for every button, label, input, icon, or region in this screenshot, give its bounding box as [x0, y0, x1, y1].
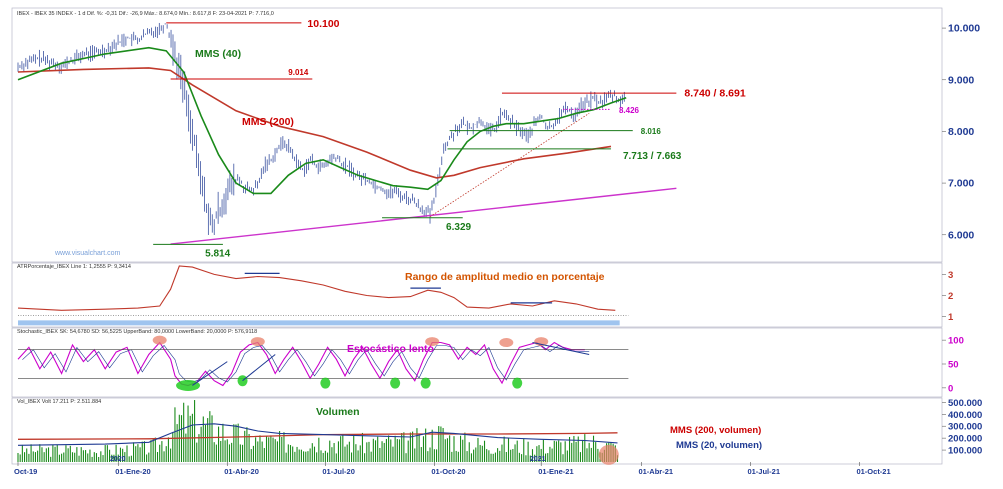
- level-label: 9.014: [288, 68, 309, 77]
- oversold-marker: [320, 377, 331, 389]
- x-tick-label: 01-Abr-21: [638, 467, 673, 476]
- volume-ma200-line: [17, 432, 618, 440]
- stochastic-annotation: Estocástico lento: [347, 343, 434, 355]
- level-label: 8.740 / 8.691: [684, 88, 745, 100]
- volume-highlight-circle: [598, 444, 619, 465]
- y-tick-label: 200.000: [948, 434, 982, 445]
- y-tick-label: 50: [948, 360, 959, 371]
- y-tick-label: 10.000: [948, 23, 980, 35]
- panel-frames: [11, 7, 943, 465]
- support-trendline: [170, 187, 677, 245]
- oversold-marker: [390, 377, 401, 389]
- x-tick-label: 01-Oct-21: [856, 467, 890, 476]
- x-tick-label: 01-Ene-20: [115, 467, 150, 476]
- overbought-marker: [425, 337, 440, 347]
- price-panel-header: IBEX - IBEX 35 INDEX - 1 d Dif. %: -0,31…: [17, 11, 274, 17]
- x-tick-label: Oct-19: [14, 467, 37, 476]
- level-label: 6.329: [446, 222, 471, 233]
- volume-ma20-label: MMS (20, volumen): [676, 440, 762, 451]
- volume-ma20-line: [17, 423, 618, 446]
- ma40-label: MMS (40): [195, 48, 241, 60]
- oversold-marker: [420, 377, 431, 389]
- overbought-marker: [152, 335, 167, 345]
- ma200-line: [17, 67, 612, 179]
- year-label-2021: 2021: [530, 456, 546, 463]
- volume-bars: [17, 400, 619, 462]
- stoch-trend-segment: [192, 361, 228, 386]
- y-tick-label: 7.000: [948, 178, 974, 190]
- ma40-line: [17, 46, 627, 195]
- y-tick-label: 500.000: [948, 398, 982, 409]
- overbought-marker: [499, 338, 514, 348]
- x-tick-label: 01-Jul-21: [747, 467, 780, 476]
- atr-annotation: Rango de amplitud medio en porcentaje: [405, 271, 605, 283]
- watermark: www.visualchart.com: [54, 250, 121, 257]
- y-tick-label: 8.000: [948, 126, 974, 138]
- x-tick-label: 01-Abr-20: [224, 467, 259, 476]
- stoch-trend-segment: [532, 342, 590, 355]
- x-tick-label: 01-Oct-20: [431, 467, 465, 476]
- y-tick-label: 400.000: [948, 410, 982, 421]
- level-label: 8.426: [619, 106, 640, 115]
- atr-highlight-bar: [18, 320, 620, 326]
- y-tick-label: 3: [948, 270, 953, 281]
- volume-panel-header: Vol_IBEX Volt 17.211 P: 2.511.884: [17, 399, 101, 405]
- y-tick-label: 2: [948, 291, 953, 302]
- y-tick-label: 100: [948, 336, 964, 347]
- ma200-label: MMS (200): [242, 116, 294, 128]
- volume-ma200-label: MMS (200, volumen): [670, 425, 761, 436]
- y-tick-label: 0: [948, 383, 953, 394]
- volume-annotation: Volumen: [316, 406, 360, 418]
- y-tick-label: 300.000: [948, 422, 982, 433]
- y-tick-label: 100.000: [948, 446, 982, 457]
- atr-line: [17, 265, 616, 311]
- level-label: 5.814: [205, 248, 230, 259]
- oversold-marker: [512, 377, 523, 389]
- x-tick-label: 01-Ene-21: [538, 467, 573, 476]
- year-label-2020: 2020: [110, 456, 126, 463]
- stochastic-panel-header: Stochastic_IBEX SK: 54,6780 SD: 56,5225 …: [17, 329, 257, 335]
- atr-panel-header: ATRPorcentaje_IBEX Line 1: 1,2555 P: 9,3…: [17, 264, 131, 270]
- level-label: 8.016: [641, 127, 662, 136]
- y-tick-label: 6.000: [948, 229, 974, 241]
- stoch-d-line: [22, 345, 590, 383]
- overbought-marker: [250, 337, 265, 347]
- y-tick-label: 9.000: [948, 74, 974, 86]
- level-label: 7.713 / 7.663: [623, 151, 682, 162]
- stoch-trend-segment: [242, 354, 276, 382]
- x-tick-label: 01-Jul-20: [322, 467, 355, 476]
- oversold-marker: [176, 379, 201, 391]
- y-tick-label: 1: [948, 312, 954, 323]
- level-label: 10.100: [307, 18, 339, 30]
